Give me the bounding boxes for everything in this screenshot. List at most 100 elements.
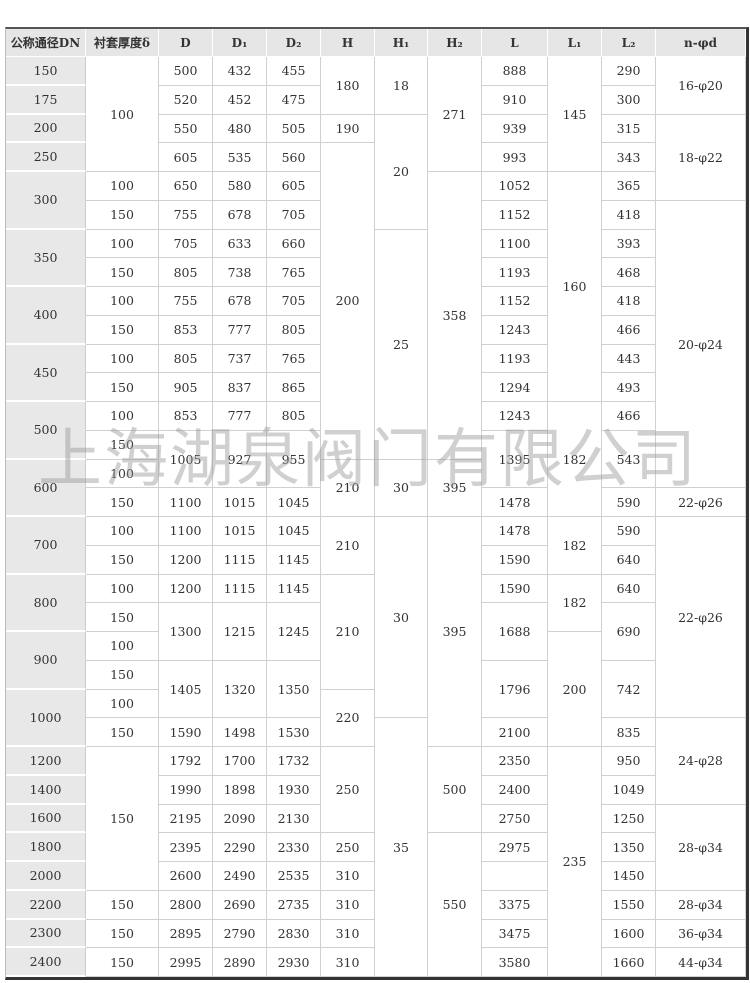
table-cell-d2: 1732 [267, 747, 321, 776]
table-cell-n-phi-d: 36-φ34 [656, 919, 746, 949]
table-cell-n-phi-d: 22-φ26 [656, 517, 746, 719]
table-cell-d1: 535 [213, 143, 267, 172]
table-cell-d2: 1045 [267, 517, 321, 546]
table-cell-l2: 1049 [602, 775, 656, 805]
table-cell-l2: 1600 [602, 919, 656, 949]
table-cell-d1: 777 [213, 402, 267, 431]
table-cell-h2: 550 [428, 833, 482, 977]
table-cell-h: 250 [321, 833, 375, 862]
table-cell-l: 910 [482, 85, 548, 115]
table-cell-d: 1405 [159, 660, 213, 719]
table-cell-d2: 1930 [267, 775, 321, 805]
table-cell-d2: 560 [267, 143, 321, 172]
table-cell-d: 705 [159, 229, 213, 259]
table-cell-d1: 480 [213, 114, 267, 144]
table-cell-dn: 300 [6, 172, 86, 230]
table-cell-d: 1100 [159, 488, 213, 517]
table-cell-d1: 1700 [213, 747, 267, 776]
table-cell-delta: 150 [86, 545, 159, 575]
table-cell-h: 310 [321, 948, 375, 977]
column-header: 衬套厚度δ [86, 29, 159, 57]
table-cell-d1: 452 [213, 85, 267, 115]
table-cell-l1: 182 [548, 517, 602, 575]
table-cell-l: 1152 [482, 200, 548, 230]
table-cell-dn: 175 [6, 85, 86, 115]
table-cell-l1: 160 [548, 172, 602, 402]
table-cell-l: 2975 [482, 833, 548, 862]
table-cell-d2: 605 [267, 172, 321, 201]
table-cell-l2: 315 [602, 114, 656, 144]
table-cell-l1: 182 [548, 402, 602, 517]
table-cell-l: 2750 [482, 804, 548, 834]
column-header: H₁ [375, 29, 428, 57]
table-cell-h1: 18 [375, 57, 428, 115]
table-cell-d1: 1115 [213, 545, 267, 575]
table-cell-l: 1052 [482, 172, 548, 201]
table-cell-l2: 493 [602, 373, 656, 402]
table-cell-l: 3375 [482, 890, 548, 920]
table-cell-d2: 955 [267, 430, 321, 489]
table-cell-d1: 1115 [213, 574, 267, 604]
table-cell-delta: 150 [86, 660, 159, 690]
table-cell-h1: 30 [375, 459, 428, 517]
table-cell-l: 1478 [482, 517, 548, 546]
table-cell-d: 805 [159, 344, 213, 374]
table-cell-d1: 1215 [213, 603, 267, 661]
table-cell-l: 1796 [482, 660, 548, 719]
table-cell-l: 1243 [482, 402, 548, 431]
table-cell-h: 220 [321, 689, 375, 747]
table-cell-l2: 690 [602, 603, 656, 661]
table-cell-d: 853 [159, 315, 213, 345]
table-cell-h2: 271 [428, 57, 482, 172]
table-cell-d: 905 [159, 373, 213, 402]
table-cell-d2: 1145 [267, 574, 321, 604]
table-cell-d2: 505 [267, 114, 321, 144]
column-header: H₂ [428, 29, 482, 57]
table-cell-dn: 150 [6, 57, 86, 86]
table-cell-delta: 100 [86, 517, 159, 546]
table-cell-l1: 200 [548, 632, 602, 747]
table-cell-h: 210 [321, 459, 375, 517]
table-cell-l: 1590 [482, 545, 548, 575]
table-cell-h1: 35 [375, 718, 428, 977]
table-cell-l2: 418 [602, 200, 656, 230]
table-cell-h2: 395 [428, 459, 482, 517]
table-cell-d1: 1015 [213, 517, 267, 546]
table-cell-dn: 700 [6, 517, 86, 575]
column-header: L₁ [548, 29, 602, 57]
table-cell-d: 2600 [159, 862, 213, 891]
table-cell-d1: 837 [213, 373, 267, 402]
table-cell-delta: 100 [86, 402, 159, 431]
table-cell-dn: 1600 [6, 804, 86, 834]
table-cell-dn: 200 [6, 114, 86, 144]
table-cell-h: 310 [321, 862, 375, 891]
table-cell-d: 2395 [159, 833, 213, 862]
table-cell-d2: 2130 [267, 804, 321, 834]
table-cell-d: 755 [159, 287, 213, 316]
table-cell-delta: 150 [86, 315, 159, 345]
table-cell-d: 755 [159, 200, 213, 230]
column-header: L₂ [602, 29, 656, 57]
table-cell-delta: 150 [86, 948, 159, 977]
table-cell-l2: 468 [602, 258, 656, 287]
table-cell-h: 210 [321, 517, 375, 575]
table-cell-l1: 145 [548, 57, 602, 172]
table-cell-delta: 150 [86, 890, 159, 920]
table-cell-d: 2995 [159, 948, 213, 977]
table-cell-dn: 250 [6, 143, 86, 172]
table-cell-d1: 2890 [213, 948, 267, 977]
table-cell-delta: 150 [86, 373, 159, 402]
table-cell-dn: 450 [6, 344, 86, 402]
table-cell-delta: 100 [86, 287, 159, 316]
table-cell-n-phi-d: 44-φ34 [656, 948, 746, 977]
table-cell-d2: 455 [267, 57, 321, 86]
table-cell-d2: 805 [267, 315, 321, 345]
table-cell-delta: 150 [86, 258, 159, 287]
table-cell-d: 2195 [159, 804, 213, 834]
table-cell-dn: 2200 [6, 890, 86, 920]
table-cell-dn: 2000 [6, 862, 86, 891]
table-cell-h2: 395 [428, 517, 482, 747]
table-cell-n-phi-d: 22-φ26 [656, 488, 746, 517]
table-cell-dn: 500 [6, 402, 86, 460]
table-cell-l: 1395 [482, 430, 548, 489]
